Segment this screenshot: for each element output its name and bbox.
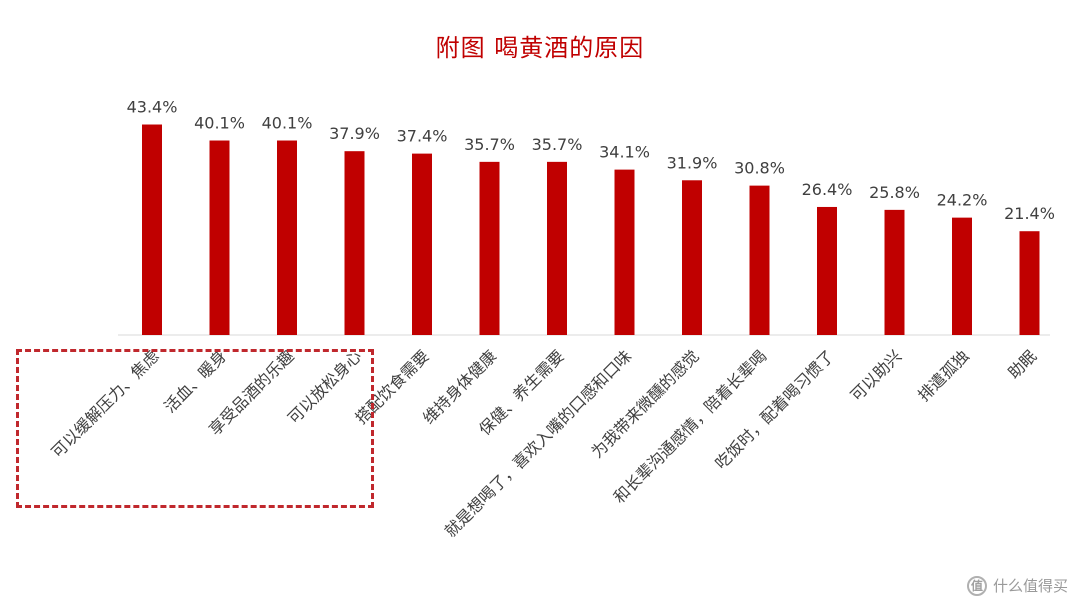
data-label-4: 37.4% bbox=[397, 127, 448, 146]
category-label-12: 排遣孤独 bbox=[914, 346, 973, 405]
data-label-12: 24.2% bbox=[937, 191, 988, 210]
bar-1 bbox=[209, 140, 230, 335]
data-label-11: 25.8% bbox=[869, 183, 920, 202]
data-label-2: 40.1% bbox=[262, 114, 313, 133]
category-label-13: 助眠 bbox=[1004, 346, 1040, 382]
watermark-badge-icon: 值 bbox=[966, 575, 987, 596]
bar-7 bbox=[614, 169, 635, 335]
data-label-5: 35.7% bbox=[464, 135, 515, 154]
category-label-10: 吃饭时，配着喝习惯了 bbox=[711, 346, 838, 473]
bar-12 bbox=[952, 217, 972, 335]
data-label-10: 26.4% bbox=[802, 180, 853, 199]
bar-11 bbox=[884, 209, 905, 335]
data-label-13: 21.4% bbox=[1004, 204, 1055, 223]
bar-9 bbox=[749, 185, 770, 335]
bar-13 bbox=[1019, 231, 1040, 335]
data-label-3: 37.9% bbox=[329, 124, 380, 143]
chart-title: 附图 喝黄酒的原因 bbox=[435, 34, 645, 62]
data-label-6: 35.7% bbox=[532, 135, 583, 154]
data-label-1: 40.1% bbox=[194, 114, 245, 133]
highlight-dashed-box bbox=[16, 349, 374, 508]
bar-10 bbox=[817, 206, 837, 335]
data-label-8: 31.9% bbox=[667, 153, 718, 172]
bar-5 bbox=[479, 161, 500, 335]
data-label-9: 30.8% bbox=[734, 159, 785, 178]
bar-2 bbox=[277, 140, 297, 335]
bar-6 bbox=[547, 161, 567, 335]
category-label-11: 可以助兴 bbox=[847, 346, 906, 405]
watermark: 值 什么值得买 bbox=[966, 575, 1068, 596]
data-label-0: 43.4% bbox=[127, 98, 178, 117]
bar-3 bbox=[344, 151, 365, 335]
bar-4 bbox=[412, 153, 432, 335]
watermark-text: 什么值得买 bbox=[992, 577, 1068, 595]
bar-8 bbox=[682, 180, 702, 335]
bar-0 bbox=[142, 124, 162, 335]
data-label-7: 34.1% bbox=[599, 143, 650, 162]
